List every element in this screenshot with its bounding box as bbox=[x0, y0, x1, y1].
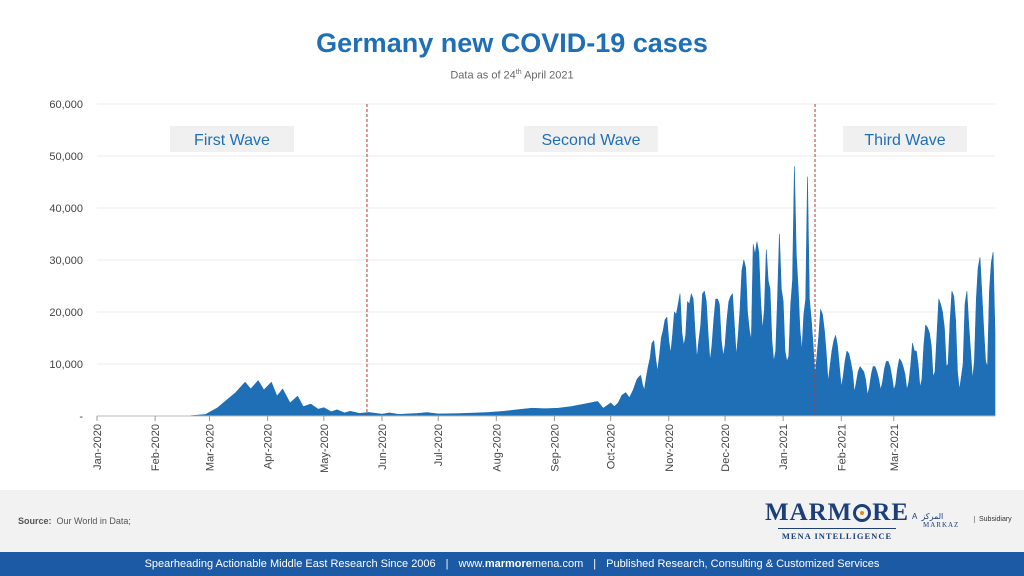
wave-label-box bbox=[843, 126, 968, 152]
subtitle-sup: th bbox=[515, 69, 522, 76]
area-fill bbox=[96, 166, 996, 417]
footer-bar: Spearheading Actionable Middle East Rese… bbox=[0, 552, 1024, 576]
site-suffix: mena.com bbox=[531, 558, 584, 570]
covid-area-chart: First Wave Second Wave Third Wave - 10,000 2… bbox=[49, 99, 996, 473]
x-tick-label: Aug-2020 bbox=[491, 424, 503, 472]
affiliation-prefix: A bbox=[912, 512, 918, 521]
footer-separator-2: | bbox=[593, 558, 597, 570]
subtitle-suffix: April 2021 bbox=[521, 69, 574, 82]
x-tick-label: Jan-2021 bbox=[778, 424, 790, 470]
footer-right: Published Research, Consulting & Customi… bbox=[606, 558, 880, 570]
footer-separator-1: | bbox=[445, 558, 449, 570]
y-tick-label: 10,000 bbox=[49, 359, 83, 371]
x-tick-label: Dec-2020 bbox=[720, 424, 732, 472]
chart-subtitle: Data as of 24th April 2021 bbox=[0, 69, 1024, 82]
x-tick-label: May-2020 bbox=[319, 424, 331, 473]
site-prefix: www. bbox=[458, 558, 485, 570]
x-tick-label: Nov-2020 bbox=[664, 424, 676, 472]
x-tick-label: Feb-2021 bbox=[836, 424, 848, 471]
logo-wordmark: MARM RE bbox=[762, 500, 912, 526]
source-label: Source: bbox=[18, 516, 52, 526]
y-tick-label: 40,000 bbox=[49, 203, 83, 215]
footer-site[interactable]: www.marmoremena.com bbox=[459, 558, 584, 570]
y-tick-label: 50,000 bbox=[49, 151, 83, 163]
subtitle-prefix: Data as of 24 bbox=[450, 69, 516, 82]
x-tick-label: Apr-2020 bbox=[263, 424, 275, 469]
site-brand: marmore bbox=[484, 558, 532, 570]
logo-tagline: MENA INTELLIGENCE bbox=[778, 528, 896, 541]
x-tick-label: Oct-2020 bbox=[606, 424, 618, 469]
x-tick-label: Jan-2020 bbox=[92, 424, 104, 470]
y-tick-label: 30,000 bbox=[49, 255, 83, 267]
x-tick-label: Jul-2020 bbox=[433, 424, 445, 466]
wave-label: Second Wave bbox=[541, 132, 640, 149]
wave-label-box bbox=[169, 126, 294, 152]
logo-name-right: RE bbox=[872, 499, 910, 526]
x-tick-label: Jun-2020 bbox=[377, 424, 389, 470]
y-tick-label: 60,000 bbox=[49, 99, 83, 111]
markaz-affiliation: A المركز MARKAZ Subsidiary bbox=[912, 512, 1012, 529]
marmore-logo: MARM RE MENA INTELLIGENCE bbox=[762, 500, 912, 542]
x-tick-label: Mar-2021 bbox=[889, 424, 901, 471]
source-text: Our World in Data; bbox=[56, 516, 131, 526]
affiliation-arabic: المركز bbox=[921, 512, 944, 521]
affiliation-name: MARKAZ bbox=[923, 521, 960, 529]
wave-labels: First Wave Second Wave Third Wave bbox=[169, 126, 968, 152]
compass-icon bbox=[853, 504, 872, 522]
wave-label: First Wave bbox=[194, 132, 270, 149]
x-tick-label: Sep-2020 bbox=[549, 424, 561, 472]
axes: - 10,000 20,000 30,000 40,000 50,000 60,000 Jan… bbox=[49, 99, 995, 473]
chart-title: Germany new COVID-19 cases bbox=[316, 28, 708, 58]
x-tick-label: Mar-2020 bbox=[204, 424, 216, 471]
y-tick-label: 20,000 bbox=[49, 307, 83, 319]
y-tick-label: - bbox=[79, 411, 83, 423]
source-note: Source: Our World in Data; bbox=[18, 516, 131, 526]
wave-dividers bbox=[366, 104, 816, 416]
wave-label-box bbox=[524, 126, 658, 152]
x-tick-label: Feb-2020 bbox=[150, 424, 162, 471]
logo-name-left: MARM bbox=[764, 499, 853, 526]
footer-left: Spearheading Actionable Middle East Rese… bbox=[144, 558, 436, 570]
source-bar: Source: Our World in Data; MARM RE MENA I… bbox=[0, 490, 1024, 552]
area-series bbox=[96, 166, 996, 417]
affiliation-suffix: Subsidiary bbox=[974, 516, 1012, 523]
wave-label: Third Wave bbox=[864, 132, 945, 149]
